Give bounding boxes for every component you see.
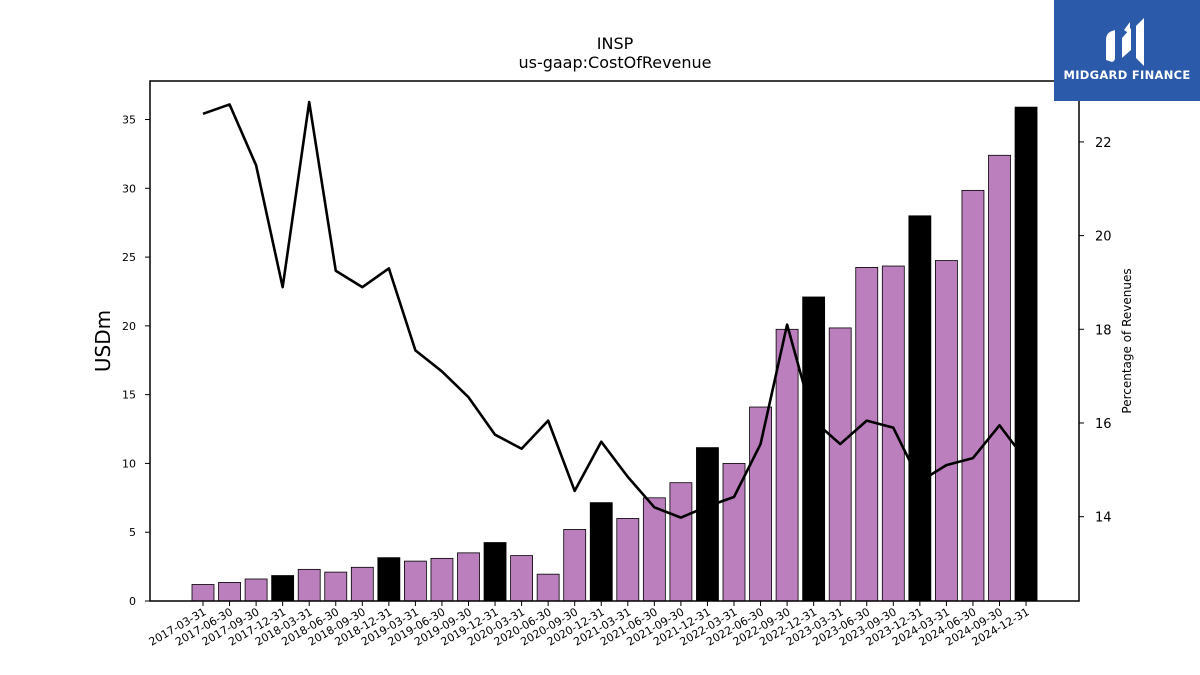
- y-axis-label: USDm: [91, 310, 115, 372]
- bar: [802, 296, 826, 602]
- bar: [855, 267, 879, 602]
- bar: [616, 518, 640, 602]
- line-series: [202, 100, 1028, 519]
- bar: [244, 578, 268, 602]
- bar: [430, 557, 454, 602]
- y2-tick-label: 20: [1095, 230, 1112, 245]
- bar: [510, 555, 534, 602]
- bar: [961, 189, 985, 602]
- y2-tick-label: 14: [1095, 511, 1112, 526]
- bar: [828, 327, 852, 602]
- bar: [297, 568, 321, 602]
- bar: [536, 573, 560, 602]
- y-tick-label: 25: [122, 251, 136, 264]
- y-tick-label: 10: [122, 457, 136, 470]
- y2-axis-label: Percentage of Revenues: [1120, 268, 1134, 413]
- bar: [988, 154, 1011, 602]
- bar: [563, 529, 587, 602]
- y2-tick-label: 16: [1095, 417, 1112, 432]
- bar: [350, 566, 374, 602]
- bar: [589, 502, 613, 602]
- bar: [749, 406, 772, 602]
- logo-mark-icon: [1106, 18, 1144, 66]
- bar: [696, 447, 719, 602]
- bar: [1014, 106, 1038, 602]
- bar: [271, 575, 295, 602]
- plot-frame: [149, 80, 1080, 602]
- chart-title: INSP: [597, 34, 634, 53]
- y-tick-label: 30: [122, 182, 136, 195]
- bar: [457, 552, 480, 602]
- bar: [669, 482, 693, 602]
- bar-series: [191, 106, 1038, 602]
- y-tick-label: 35: [122, 114, 136, 127]
- bar: [881, 265, 905, 602]
- logo-text: MIDGARD FINANCE: [1063, 68, 1191, 82]
- bar: [908, 215, 932, 602]
- y2-tick-label: 22: [1095, 136, 1112, 151]
- midgard-finance-logo: MIDGARD FINANCE: [1054, 0, 1200, 101]
- bar: [775, 328, 799, 602]
- y-tick-label: 5: [129, 526, 136, 539]
- bar: [218, 582, 241, 602]
- bar: [642, 497, 666, 602]
- percentage-line: [202, 100, 1028, 519]
- bar: [935, 260, 958, 602]
- bar: [324, 571, 348, 602]
- y-tick-label: 20: [122, 320, 136, 333]
- bar: [403, 560, 427, 602]
- bar: [377, 557, 401, 602]
- bar: [483, 542, 507, 602]
- bar: [191, 584, 215, 602]
- y2-tick-label: 18: [1095, 323, 1112, 338]
- chart-subtitle: us-gaap:CostOfRevenue: [518, 53, 711, 72]
- y-tick-label: 0: [129, 595, 136, 608]
- y-tick-label: 15: [122, 389, 136, 402]
